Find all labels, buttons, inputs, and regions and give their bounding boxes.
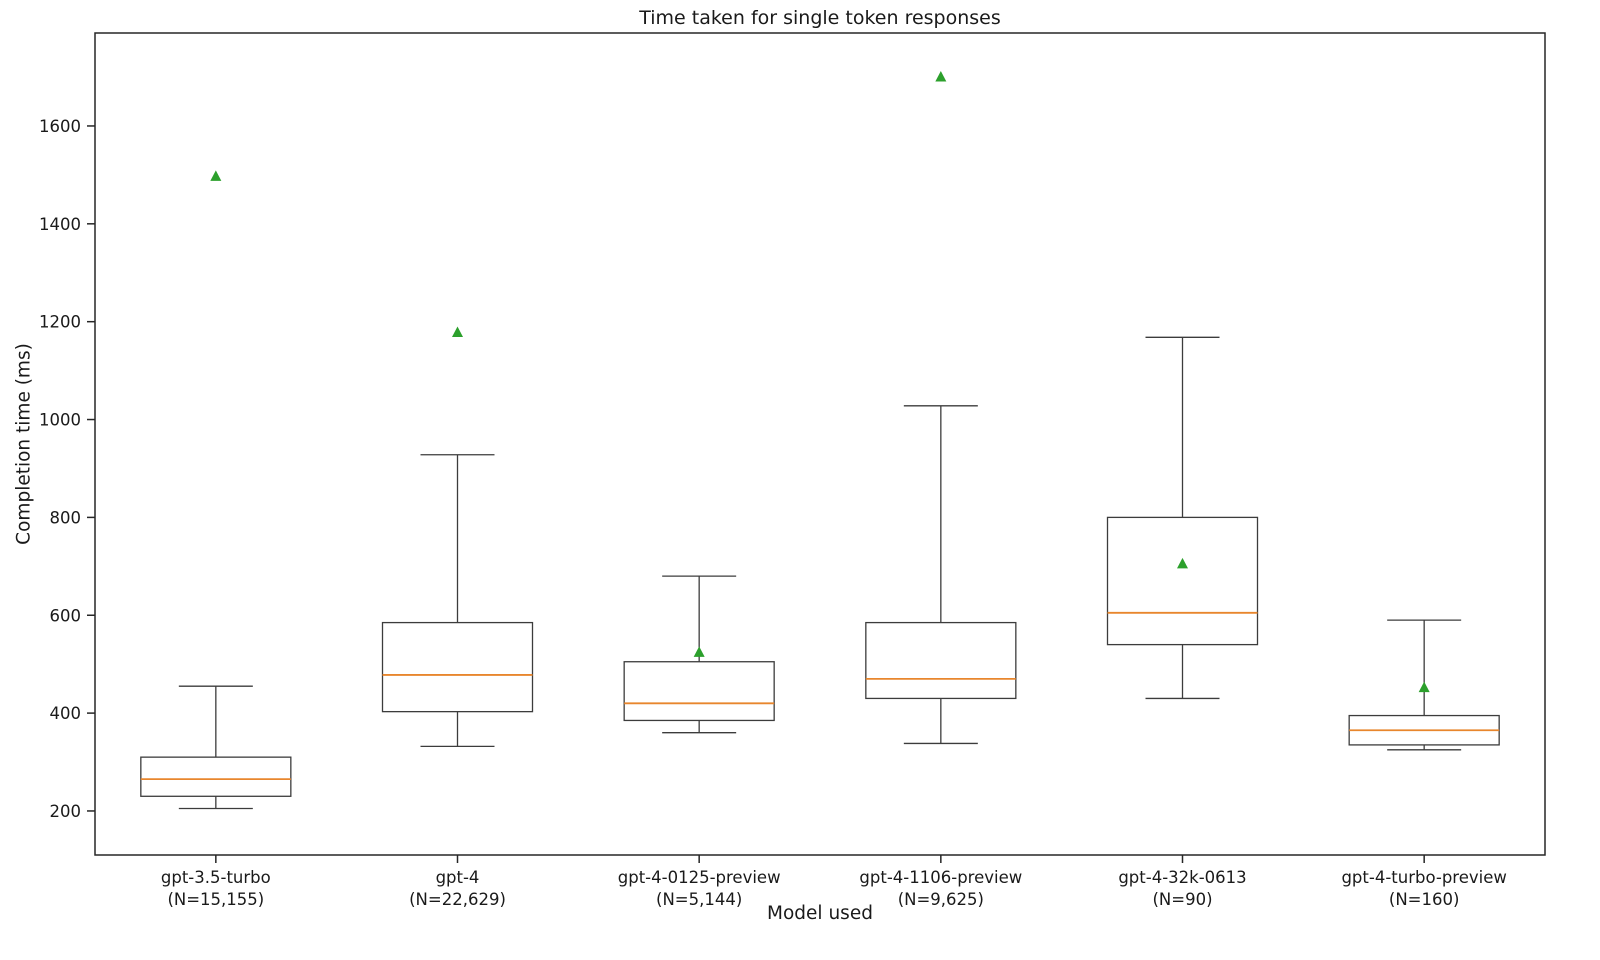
iqr-box [865,621,1017,700]
mean-marker [1177,557,1188,569]
mean-marker [210,170,222,181]
iqr-box [1106,516,1259,646]
iqr-box [623,661,775,722]
x-tick-label: gpt-4-1106-preview (N=9,625) [859,868,1022,909]
y-tick-label: 1400 [39,215,81,234]
x-tick-label: gpt-4-0125-preview (N=5,144) [618,868,781,909]
x-tick-label: gpt-4-turbo-preview (N=160) [1341,868,1506,909]
mean-marker [1418,681,1430,693]
x-axis-label: Model used [767,903,873,924]
y-tick-label: 1000 [39,411,81,430]
y-axis-label: Completion time (ms) [13,343,35,545]
x-tick-label: gpt-3.5-turbo (N=15,155) [161,868,271,909]
iqr-box [140,756,292,797]
y-tick-label: 200 [50,802,82,821]
chart-title: Time taken for single token responses [639,7,1001,29]
iqr-box [381,621,534,713]
y-tick-label: 1600 [39,117,81,136]
y-tick-label: 600 [50,606,82,625]
mean-marker [935,71,947,82]
x-tick-label: gpt-4-32k-0613 (N=90) [1118,868,1246,909]
plot-frame [94,32,1546,856]
y-tick-label: 1200 [39,313,81,332]
y-tick-label: 800 [50,508,82,527]
y-tick-label: 400 [50,704,82,723]
mean-marker [693,646,705,657]
mean-marker [452,326,463,337]
x-tick-label: gpt-4 (N=22,629) [409,868,506,909]
